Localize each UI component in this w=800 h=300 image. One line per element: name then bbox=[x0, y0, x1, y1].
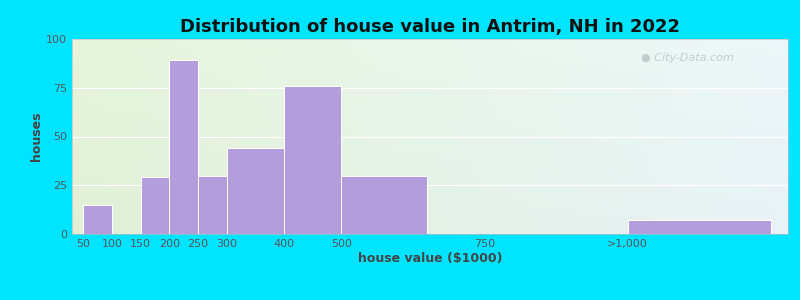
X-axis label: house value ($1000): house value ($1000) bbox=[358, 252, 502, 265]
Bar bbox=[141, 178, 170, 234]
Bar bbox=[226, 148, 284, 234]
Bar bbox=[284, 86, 342, 234]
Bar bbox=[170, 61, 198, 234]
Text: ● City-Data.com: ● City-Data.com bbox=[642, 52, 734, 63]
Bar bbox=[198, 176, 226, 234]
Bar bbox=[83, 205, 112, 234]
Bar bbox=[628, 220, 771, 234]
Title: Distribution of house value in Antrim, NH in 2022: Distribution of house value in Antrim, N… bbox=[180, 18, 680, 36]
Bar bbox=[342, 176, 427, 234]
Y-axis label: houses: houses bbox=[30, 112, 43, 161]
